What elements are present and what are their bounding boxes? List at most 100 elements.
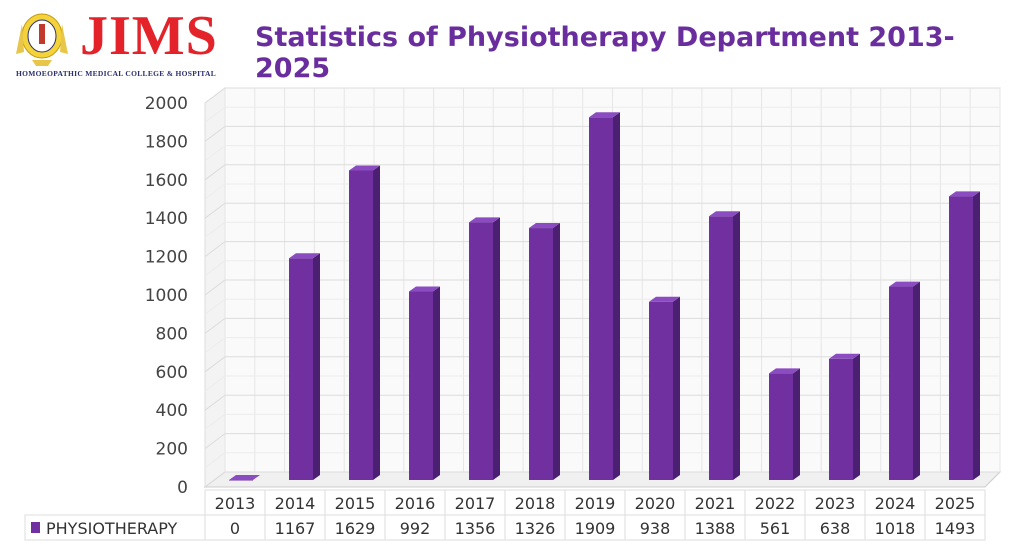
- category-label: 2021: [695, 494, 736, 513]
- category-label: 2016: [395, 494, 436, 513]
- category-label: 2014: [275, 494, 316, 513]
- bar: [709, 211, 740, 480]
- chart-title: Statistics of Physiotherapy Department 2…: [255, 22, 955, 84]
- bar: [649, 296, 680, 480]
- bar-top: [589, 112, 620, 118]
- data-label: 1493: [935, 519, 976, 538]
- bar-front: [589, 117, 613, 480]
- data-label: 1356: [455, 519, 496, 538]
- category-label: 2018: [515, 494, 556, 513]
- bar-front: [769, 373, 793, 480]
- y-tick-label: 1800: [145, 132, 188, 152]
- data-label: 992: [400, 519, 431, 538]
- data-label: 1388: [695, 519, 736, 538]
- grid-line: [204, 394, 1000, 411]
- bar: [949, 191, 980, 480]
- y-tick-label: 1400: [145, 209, 188, 229]
- bar-front: [409, 291, 433, 480]
- table-header-row: [204, 489, 986, 516]
- bar-side: [493, 217, 500, 481]
- y-tick-label: 1000: [145, 286, 188, 306]
- grid-line: [204, 183, 1000, 200]
- bar-top: [229, 475, 260, 480]
- logo-text: JIMS: [80, 5, 218, 67]
- bar-top: [409, 286, 440, 292]
- bar-front: [529, 228, 553, 480]
- data-label: 638: [820, 519, 851, 538]
- grid-line: [204, 241, 1000, 258]
- bar-top: [829, 353, 860, 359]
- bar-front: [469, 222, 493, 481]
- bar: [229, 475, 260, 481]
- bar-front: [649, 301, 673, 480]
- grid-line: [204, 298, 1000, 315]
- bar-top: [649, 296, 680, 302]
- bar-side: [553, 223, 560, 480]
- bar-front: [289, 258, 313, 480]
- y-tick-label: 600: [156, 363, 188, 383]
- y-tick-label: 1600: [145, 171, 188, 191]
- bar: [289, 253, 320, 480]
- bar-top: [949, 191, 980, 197]
- grid-line: [204, 106, 1000, 123]
- bar-front: [709, 216, 733, 480]
- category-label: 2015: [335, 494, 376, 513]
- bar-side: [913, 281, 920, 480]
- y-tick-label: 800: [156, 324, 188, 344]
- bar: [769, 368, 800, 480]
- bar: [409, 286, 440, 480]
- bar-front: [349, 170, 373, 481]
- y-tick-label: 1200: [145, 248, 188, 268]
- data-label: 938: [640, 519, 671, 538]
- grid-line: [204, 317, 1000, 334]
- bar-side: [973, 191, 980, 480]
- grid-line: [204, 125, 1000, 142]
- bar-front: [889, 286, 913, 480]
- bar: [529, 223, 560, 480]
- bar: [469, 217, 500, 481]
- bar: [889, 281, 920, 480]
- bar-top: [529, 223, 560, 229]
- grid-line: [204, 279, 1000, 296]
- category-label: 2024: [875, 494, 916, 513]
- category-label: 2023: [815, 494, 856, 513]
- category-label: 2019: [575, 494, 616, 513]
- bar-side: [313, 253, 320, 480]
- bar-side: [853, 353, 860, 480]
- grid-line: [204, 202, 1000, 219]
- bar-side: [673, 296, 680, 480]
- legend-swatch: [31, 522, 40, 533]
- y-tick-label: 2000: [145, 94, 188, 114]
- y-tick-label: 400: [156, 401, 188, 421]
- category-label: 2020: [635, 494, 676, 513]
- data-label: 1018: [875, 519, 916, 538]
- bar-top: [349, 165, 380, 171]
- grid-line: [204, 87, 1000, 104]
- grid-line: [204, 164, 1000, 181]
- bar-top: [289, 253, 320, 259]
- grid-line: [204, 145, 1000, 162]
- grid-line: [204, 375, 1000, 392]
- bar-side: [373, 165, 380, 481]
- bar-top: [769, 368, 800, 374]
- bar-front: [949, 196, 973, 480]
- bar: [589, 112, 620, 480]
- data-label: 1326: [515, 519, 556, 538]
- grid-line: [204, 413, 1000, 430]
- bar-side: [733, 211, 740, 480]
- bar-side: [433, 286, 440, 480]
- data-label: 1629: [335, 519, 376, 538]
- grid-line: [204, 337, 1000, 354]
- bar-side: [793, 368, 800, 480]
- grid-line: [204, 471, 1000, 488]
- bar-side: [613, 112, 620, 480]
- bar: [829, 353, 860, 480]
- data-label: 1167: [275, 519, 316, 538]
- grid-line: [204, 221, 1000, 238]
- data-label: 0: [230, 519, 240, 538]
- grid-line: [204, 433, 1000, 450]
- logo-emblem: [16, 13, 68, 66]
- category-label: 2022: [755, 494, 796, 513]
- data-label: 561: [760, 519, 791, 538]
